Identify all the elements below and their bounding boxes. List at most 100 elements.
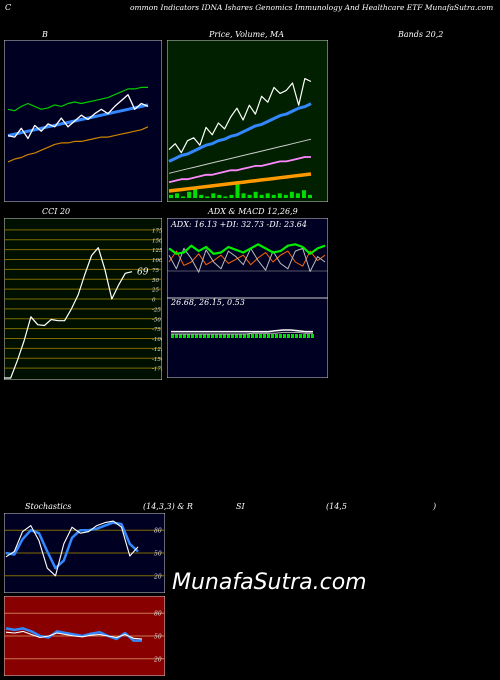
cci-tick-label: 50 [152,278,159,284]
cci-tick-label: -75 [152,327,161,333]
rsi-line [5,630,143,640]
page-title: ommon Indicators IDNA Ishares Genomics I… [130,3,494,12]
cci-tick-label: 25 [151,288,159,294]
macd-histogram-bar [199,334,202,338]
macd-histogram-bar [291,334,294,338]
volume-bar [253,191,258,198]
cci-line [4,247,133,379]
stochastics-tick-label: 80 [154,528,162,535]
header-c-label: C [5,3,12,12]
macd-histogram-bar [283,334,286,338]
cci-tick-label: -100 [152,337,162,343]
volume-bar [283,194,288,198]
lower-band-line [7,126,149,163]
volume-bar [181,196,186,198]
rsi-tick-label: 50 [154,634,162,641]
bollinger-bands-label: Bands 20,2 [398,30,444,39]
adx-panel [167,218,328,298]
macd-panel [167,298,328,378]
cci-tick-label: -125 [152,347,162,353]
volume-bar [199,194,204,198]
cci-tick-label: -50 [152,317,161,323]
rsi-panel: 80 50 20 [4,596,165,676]
adx-line [168,243,326,255]
rsi-label: SI [236,502,245,511]
price-ma-chart [167,40,328,202]
volume-bar [289,191,294,198]
macd-histogram-bar [183,334,186,338]
bands-panel-label: B [42,30,48,39]
macd-histogram-bar [247,334,250,338]
macd-histogram-bar [275,334,278,338]
cci-tick-label: 125 [152,248,162,254]
macd-histogram-bar [271,334,274,338]
macd-histogram-bar [259,334,262,338]
macd-histogram-bar [231,334,234,338]
macd-histogram-bar [239,334,242,338]
volume-bar [223,196,228,198]
macd-histogram-bar [195,334,198,338]
macd-histogram-bar [263,334,266,338]
macd-histogram-bar [303,334,306,338]
macd-chart [167,298,328,378]
cci-tick-label: 75 [152,268,159,274]
cci-last-value: 69 [137,268,149,278]
volume-bar [301,190,306,198]
volume-bar [241,193,246,198]
cci-tick-label: -25 [152,307,161,313]
cci-panel: 175 150 125 100 75 50 25 0 -25 -50 -75 -100 -125 -150… [4,218,162,380]
volume-bar [211,193,216,198]
cci-tick-label: -150 [152,357,162,363]
cci-tick-label: -175 [152,367,162,373]
cci-tick-label: 100 [152,258,162,264]
volume-bar [247,194,252,198]
stochastics-tick-label: 50 [154,551,162,558]
stochastics-chart: 80 50 20 [4,513,165,593]
signal-line [171,331,313,335]
macd-histogram-bar [251,334,254,338]
macd-histogram-bar [307,334,310,338]
ma-slow-line [168,156,311,184]
volume-bar [271,194,276,198]
macd-histogram-bar [207,334,210,338]
macd-histogram-bar [215,334,218,338]
watermark: MunafaSutra.com [172,570,367,595]
volume-bar [187,191,192,198]
ma-long-line [168,172,312,193]
cci-chart: 175 150 125 100 75 50 25 0 -25 -50 -75 -100 -125 -150… [4,218,162,380]
macd-histogram-bar [295,334,298,338]
macd-histogram-bar [287,334,290,338]
bollinger-panel [4,40,162,202]
macd-histogram-bar [243,334,246,338]
macd-histogram-bar [227,334,230,338]
adx-bg [167,218,328,298]
stochastics-panel: 80 50 20 [4,513,165,593]
volume-bar [277,193,282,198]
macd-histogram-bar [279,334,282,338]
bollinger-chart [4,40,162,202]
minus-di-line [168,250,326,267]
price-line [168,77,312,154]
macd-histogram-bar [203,334,206,338]
macd-histogram-bar [311,334,314,338]
macd-histogram-bar [267,334,270,338]
bollinger-bg [4,40,162,202]
stochastics-tick-label: 20 [153,573,162,580]
macd-histogram-bar [175,334,178,338]
stochastics-label: Stochastics [25,502,72,511]
adx-macd-panel-label: ADX & MACD 12,26,9 [208,207,298,216]
bollinger-price-line [7,94,149,140]
volume-bar [217,194,222,198]
close-paren-label: ) [433,502,437,511]
macd-histogram-bar [299,334,302,338]
cci-panel-label: CCI 20 [42,207,71,216]
macd-line [171,329,313,333]
cci-tick-label: 0 [152,298,156,304]
price-panel-label: Price, Volume, MA [209,30,285,39]
rsi-chart: 80 50 20 [4,596,165,676]
volume-bar [193,188,198,198]
macd-histogram-bar [187,334,190,338]
macd-histogram-bar [211,334,214,338]
macd-values: 26.68, 26.15, 0.53 [171,298,245,307]
adx-values: ADX: 16.13 +DI: 32.73 -DI: 23.64 [171,220,307,229]
